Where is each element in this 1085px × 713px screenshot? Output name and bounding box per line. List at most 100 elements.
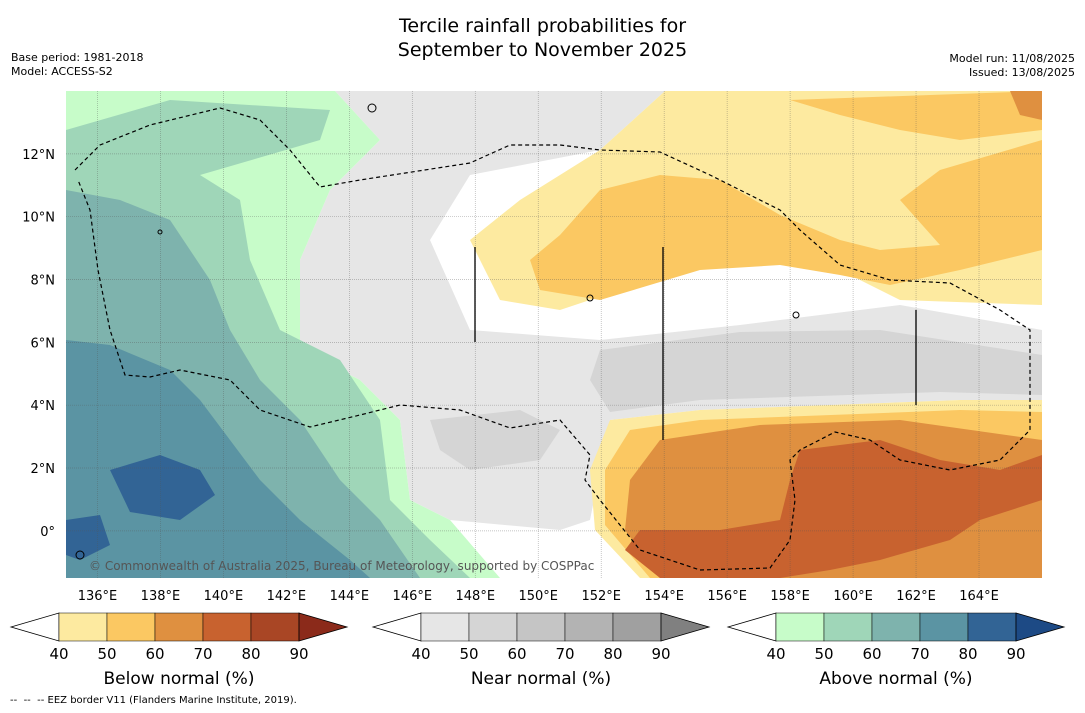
colorbar-tick-label: 70 xyxy=(555,645,574,663)
island-outline xyxy=(75,550,85,560)
model-name: Model: ACCESS-S2 xyxy=(11,65,113,78)
colorbar-segment xyxy=(823,612,873,642)
y-axis-ticks: 0° 2°N 4°N 6°N 8°N 10°N 12°N xyxy=(22,148,55,540)
below-normal-60-b xyxy=(790,91,1042,140)
colorbar-tick-label: 70 xyxy=(910,645,929,663)
x-tick-label: 156°E xyxy=(707,589,747,604)
colorbar-min-arrow xyxy=(371,612,422,642)
island-outline xyxy=(792,311,800,319)
colorbar-tick-label: 40 xyxy=(411,645,430,663)
colorbar-tick-label: 40 xyxy=(49,645,68,663)
colorbar-title: Above normal (%) xyxy=(819,669,972,689)
above-normal-90-b xyxy=(66,515,110,560)
colorbar-segment xyxy=(871,612,921,642)
colorbar-segment xyxy=(468,612,518,642)
model-run-date: Model run: 11/08/2025 xyxy=(949,52,1075,65)
gridlines xyxy=(66,91,1042,578)
model-info: Base period: 1981-2018 Model: ACCESS-S2 xyxy=(11,51,143,79)
colorbar-segment xyxy=(58,612,108,642)
colorbar-tick-label: 90 xyxy=(289,645,308,663)
colorbar-near: 40 50 60 70 80 90 Near normal (%) xyxy=(371,612,711,689)
colorbar-segment xyxy=(516,612,566,642)
y-tick-label: 12°N xyxy=(22,148,55,163)
x-tick-label: 154°E xyxy=(644,589,684,604)
colorbar-below: 40 50 60 70 80 90 Below normal (%) xyxy=(9,612,349,689)
colorbar-tick-label: 60 xyxy=(507,645,526,663)
colorbar-segment xyxy=(154,612,204,642)
near-normal-60 xyxy=(590,330,1042,412)
colorbar-tick-label: 80 xyxy=(603,645,622,663)
x-tick-label: 136°E xyxy=(78,589,118,604)
colorbar-title: Near normal (%) xyxy=(471,669,611,689)
x-tick-label: 140°E xyxy=(204,589,244,604)
colorbar-tick-label: 90 xyxy=(651,645,670,663)
x-tick-label: 148°E xyxy=(456,589,496,604)
island-outline xyxy=(586,294,594,302)
colorbar-segment xyxy=(919,612,969,642)
below-normal-70 xyxy=(1010,91,1042,120)
colorbar-min-arrow xyxy=(9,612,60,642)
colorbar-max-arrow xyxy=(298,612,349,642)
x-tick-label: 162°E xyxy=(896,589,936,604)
y-tick-label: 6°N xyxy=(31,336,56,351)
above-normal-80 xyxy=(66,340,370,578)
colorbars: 40 50 60 70 80 90 Below normal (%) 40 50 60 70 80 90… xyxy=(9,612,1066,689)
colorbar-tick-label: 40 xyxy=(766,645,785,663)
colorbar-segment xyxy=(106,612,156,642)
above-normal-90 xyxy=(110,455,215,520)
map-title: Tercile rainfall probabilities for Septe… xyxy=(0,14,1085,62)
x-tick-label: 158°E xyxy=(770,589,810,604)
colorbar-tick-label: 80 xyxy=(241,645,260,663)
colorbar-tick-label: 50 xyxy=(97,645,116,663)
copyright-text: © Commonwealth of Australia 2025, Bureau… xyxy=(89,559,594,573)
colorbar-tick-label: 50 xyxy=(459,645,478,663)
x-tick-label: 160°E xyxy=(833,589,873,604)
colorbar-segment xyxy=(250,612,300,642)
base-period: Base period: 1981-2018 xyxy=(11,51,144,64)
colorbar-tick-label: 80 xyxy=(958,645,977,663)
plot-area: © Commonwealth of Australia 2025, Bureau… xyxy=(66,91,1042,578)
y-tick-label: 2°N xyxy=(31,462,56,477)
colorbar-above: 40 50 60 70 80 90 Above normal (%) xyxy=(726,612,1066,689)
x-tick-label: 150°E xyxy=(518,589,558,604)
x-tick-label: 138°E xyxy=(141,589,181,604)
colorbar-segment xyxy=(775,612,825,642)
colorbar-min-arrow xyxy=(726,612,777,642)
colorbar-segment xyxy=(612,612,662,642)
islands-layer xyxy=(75,103,800,560)
eez-source-note: -- -- -- EEZ border V11 (Flanders Marine… xyxy=(10,695,297,706)
below-normal-south-80 xyxy=(625,440,1042,578)
colorbar-segment xyxy=(420,612,470,642)
colorbar-tick-label: 90 xyxy=(1006,645,1025,663)
colorbar-segment xyxy=(564,612,614,642)
y-tick-label: 4°N xyxy=(31,399,56,414)
x-tick-label: 152°E xyxy=(581,589,621,604)
colorbar-max-arrow xyxy=(660,612,711,642)
x-axis-ticks: 136°E 138°E 140°E 142°E 144°E 146°E 148°E 150°E… xyxy=(78,589,999,604)
issued-date: Issued: 13/08/2025 xyxy=(968,66,1075,79)
colorbar-tick-label: 60 xyxy=(145,645,164,663)
x-tick-label: 142°E xyxy=(267,589,307,604)
title-line-2: September to November 2025 xyxy=(397,39,688,61)
island-outline xyxy=(367,103,377,113)
title-line-1: Tercile rainfall probabilities for xyxy=(398,15,687,37)
y-tick-label: 0° xyxy=(40,525,55,540)
colorbar-max-arrow xyxy=(1015,612,1066,642)
probability-fill-layer xyxy=(66,91,1042,578)
colorbar-tick-label: 70 xyxy=(193,645,212,663)
colorbar-tick-label: 50 xyxy=(814,645,833,663)
colorbar-title: Below normal (%) xyxy=(104,669,255,689)
run-info: Model run: 11/08/2025 Issued: 13/08/2025 xyxy=(949,52,1075,80)
x-tick-label: 164°E xyxy=(959,589,999,604)
x-tick-label: 144°E xyxy=(330,589,370,604)
y-tick-label: 10°N xyxy=(22,211,55,226)
below-normal-60 xyxy=(530,140,1042,300)
eez-border-layer xyxy=(74,107,1031,571)
colorbar-segment xyxy=(967,612,1017,642)
colorbar-tick-label: 60 xyxy=(862,645,881,663)
y-tick-label: 8°N xyxy=(31,274,56,289)
island-outline xyxy=(157,229,163,235)
x-tick-label: 146°E xyxy=(393,589,433,604)
colorbar-segment xyxy=(202,612,252,642)
